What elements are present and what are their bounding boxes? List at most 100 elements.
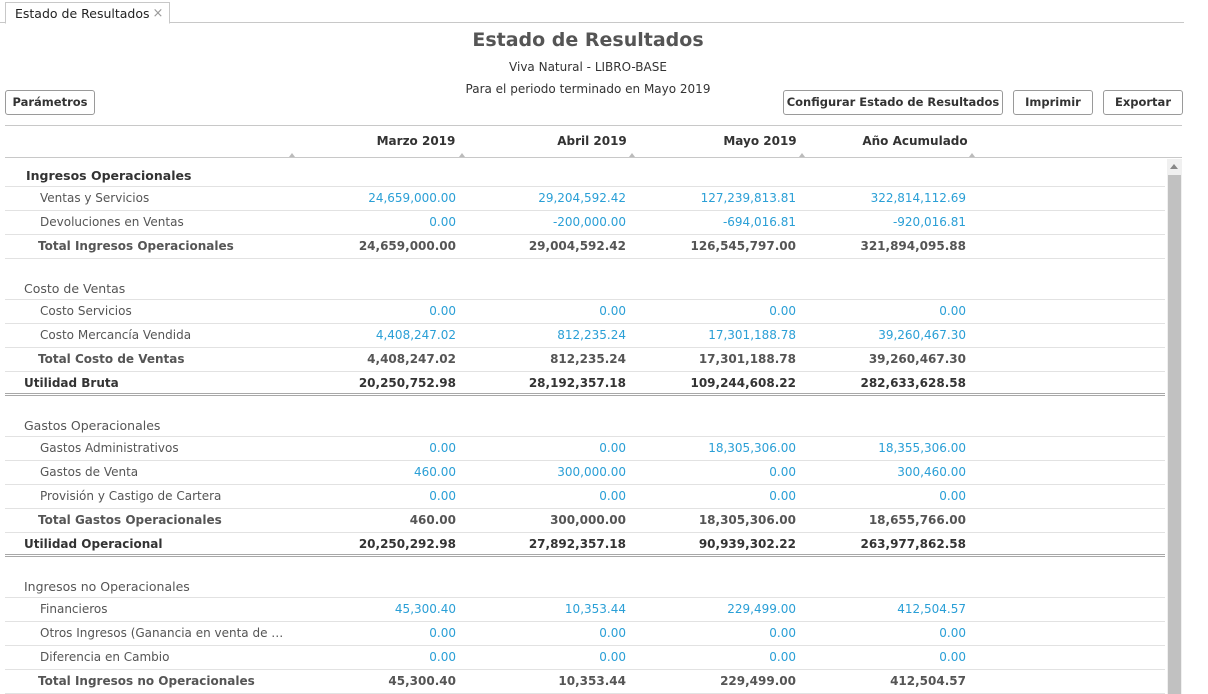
cell-value: 229,499.00 [720, 674, 796, 688]
row-label: Total Gastos Operacionales [38, 513, 222, 527]
cell-value[interactable]: 0.00 [429, 304, 456, 318]
table-row: Gastos Administrativos 0.00 0.00 18,305,306… [5, 437, 1165, 461]
configure-report-button[interactable]: Configurar Estado de Resultados [783, 90, 1003, 115]
row-label: Costo de Ventas [24, 281, 126, 296]
total-row: Total Ingresos no Operacionales 45,300.40… [5, 670, 1165, 694]
cell-value[interactable]: 0.00 [429, 626, 456, 640]
section-header-row: Costo de Ventas [5, 271, 1165, 300]
row-label: Gastos Administrativos [40, 441, 179, 455]
row-label: Otros Ingresos (Ganancia en venta de act… [40, 626, 290, 640]
cell-value[interactable]: 0.00 [599, 650, 626, 664]
cell-value[interactable]: 24,659,000.00 [368, 191, 456, 205]
cell-value[interactable]: 460.00 [414, 465, 456, 479]
cell-value[interactable]: 45,300.40 [394, 602, 456, 616]
cell-value[interactable]: 812,235.24 [557, 328, 626, 342]
cell-value[interactable]: 229,499.00 [727, 602, 796, 616]
cell-value[interactable]: 4,408,247.02 [375, 328, 456, 342]
cell-value[interactable]: 412,504.57 [897, 602, 966, 616]
cell-value[interactable]: 0.00 [939, 626, 966, 640]
cell-value[interactable]: -694,016.81 [722, 215, 796, 229]
cell-value[interactable]: 0.00 [939, 489, 966, 503]
company-subtitle: Viva Natural - LIBRO-BASE [509, 60, 667, 74]
cell-value: 263,977,862.58 [860, 537, 966, 551]
sort-icon[interactable] [799, 153, 805, 157]
cell-value[interactable]: 0.00 [429, 215, 456, 229]
section-header-row: Ingresos Operacionales [5, 158, 1165, 187]
cell-value[interactable]: 0.00 [599, 626, 626, 640]
cell-value[interactable]: 18,305,306.00 [708, 441, 796, 455]
total-row: Utilidad Bruta 20,250,752.98 28,192,357.18… [5, 372, 1165, 396]
tab-estado-de-resultados[interactable]: Estado de Resultados × [5, 2, 171, 24]
cell-value[interactable]: 0.00 [939, 304, 966, 318]
tab-label: Estado de Resultados [15, 5, 150, 21]
row-label: Ingresos Operacionales [26, 168, 192, 183]
cell-value: 126,545,797.00 [690, 239, 796, 253]
cell-value[interactable]: -200,000.00 [552, 215, 626, 229]
row-label: Diferencia en Cambio [40, 650, 170, 664]
cell-value[interactable]: 0.00 [939, 650, 966, 664]
table-row: Ventas y Servicios 24,659,000.00 29,204,59… [5, 187, 1165, 211]
cell-value[interactable]: 0.00 [429, 650, 456, 664]
vertical-scrollbar[interactable] [1167, 159, 1182, 694]
cell-value[interactable]: 0.00 [599, 489, 626, 503]
cell-value[interactable]: 18,355,306.00 [878, 441, 966, 455]
cell-value[interactable]: 39,260,467.30 [878, 328, 966, 342]
cell-value[interactable]: 0.00 [769, 489, 796, 503]
cell-value[interactable]: 300,460.00 [897, 465, 966, 479]
cell-value[interactable]: 127,239,813.81 [700, 191, 796, 205]
spacer-row [5, 557, 1165, 569]
cell-value[interactable]: 0.00 [769, 304, 796, 318]
cell-value: 18,305,306.00 [698, 513, 796, 527]
sort-icon[interactable] [969, 153, 975, 157]
cell-value: 460.00 [409, 513, 456, 527]
cell-value[interactable]: 10,353.44 [564, 602, 626, 616]
cell-value[interactable]: 300,000.00 [557, 465, 626, 479]
cell-value: 45,300.40 [388, 674, 456, 688]
cell-value: 27,892,357.18 [528, 537, 626, 551]
sort-icon[interactable] [289, 153, 295, 157]
close-icon[interactable]: × [152, 5, 164, 21]
row-label: Ventas y Servicios [40, 191, 150, 205]
section-header-row: Gastos Operacionales [5, 408, 1165, 437]
column-header-abril[interactable]: Abril 2019 [557, 134, 627, 148]
parameters-button[interactable]: Parámetros [5, 90, 95, 115]
cell-value[interactable]: 0.00 [769, 626, 796, 640]
table-row: Provisión y Castigo de Cartera 0.00 0.00 0.… [5, 485, 1165, 509]
cell-value[interactable]: 17,301,188.78 [708, 328, 796, 342]
scroll-up-icon[interactable] [1170, 164, 1178, 169]
row-label: Total Ingresos no Operacionales [38, 674, 255, 688]
cell-value[interactable]: 29,204,592.42 [538, 191, 626, 205]
cell-value[interactable]: 0.00 [769, 650, 796, 664]
row-label: Gastos de Venta [40, 465, 139, 479]
sort-icon[interactable] [459, 153, 465, 157]
cell-value: 300,000.00 [550, 513, 626, 527]
total-row: Total Ingresos Operacionales 24,659,000.0… [5, 235, 1165, 259]
row-label: Costo Mercancía Vendida [40, 328, 192, 342]
cell-value[interactable]: 0.00 [599, 304, 626, 318]
column-header-acumulado[interactable]: Año Acumulado [862, 134, 968, 148]
column-header-marzo[interactable]: Marzo 2019 [376, 134, 456, 148]
export-button[interactable]: Exportar [1103, 90, 1183, 115]
cell-value: 4,408,247.02 [367, 352, 456, 366]
grid-header: Marzo 2019 Abril 2019 Mayo 2019 Año Acum… [5, 126, 1182, 158]
cell-value[interactable]: 0.00 [769, 465, 796, 479]
column-header-mayo[interactable]: Mayo 2019 [723, 134, 797, 148]
cell-value: 109,244,608.22 [690, 376, 796, 390]
results-grid: Marzo 2019 Abril 2019 Mayo 2019 Año Acum… [5, 125, 1182, 694]
cell-value[interactable]: -920,016.81 [892, 215, 966, 229]
cell-value[interactable]: 0.00 [429, 441, 456, 455]
cell-value: 29,004,592.42 [528, 239, 626, 253]
cell-value: 24,659,000.00 [358, 239, 456, 253]
cell-value[interactable]: 0.00 [599, 441, 626, 455]
sort-icon[interactable] [629, 153, 635, 157]
row-label: Costo Servicios [40, 304, 132, 318]
cell-value[interactable]: 322,814,112.69 [870, 191, 966, 205]
row-label: Utilidad Operacional [24, 537, 163, 551]
cell-value: 28,192,357.18 [528, 376, 626, 390]
total-row: Utilidad Operacional 20,250,292.98 27,892,… [5, 533, 1165, 557]
scrollbar-thumb[interactable] [1168, 175, 1181, 694]
cell-value[interactable]: 0.00 [429, 489, 456, 503]
print-button[interactable]: Imprimir [1013, 90, 1093, 115]
row-label: Financieros [40, 602, 108, 616]
section-header-row: Ingresos no Operacionales [5, 569, 1165, 598]
